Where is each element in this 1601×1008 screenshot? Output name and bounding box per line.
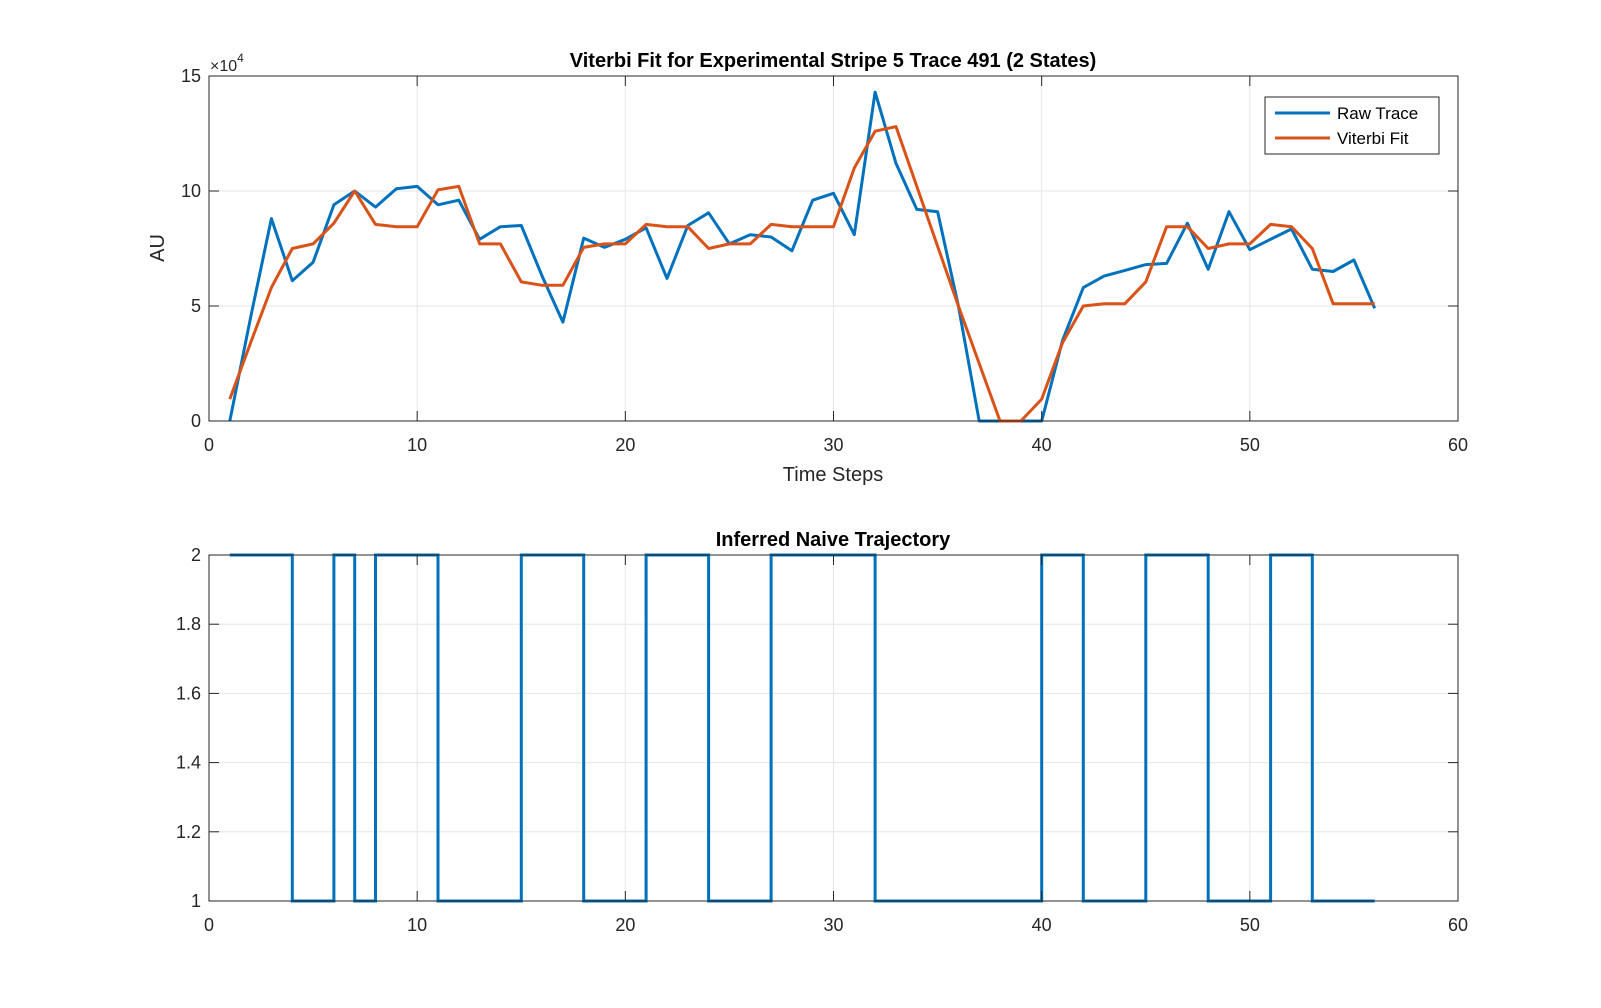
x-tick-label: 20 xyxy=(615,435,635,455)
viterbi-fit-line xyxy=(228,125,1375,423)
y-tick-label: 5 xyxy=(191,296,201,316)
y-tick-label: 10 xyxy=(181,181,201,201)
x-tick-label: 50 xyxy=(1240,435,1260,455)
bottom-ticks: 0 10 20 30 40 50 60 1 1.2 1.4 1.6 1.8 2 xyxy=(176,545,1468,935)
x-tick-label: 0 xyxy=(204,435,214,455)
trajectory-line xyxy=(229,553,1375,903)
x-tick-label: 40 xyxy=(1032,915,1052,935)
bottom-series-group xyxy=(229,553,1375,903)
top-x-axis-label: Time Steps xyxy=(783,464,883,486)
y-exponent-base: ×10 xyxy=(210,58,237,75)
legend: Raw Trace Viterbi Fit xyxy=(1264,96,1440,155)
y-tick-label: 1.4 xyxy=(176,753,201,773)
y-tick-label: 1.6 xyxy=(176,683,201,703)
top-ticks: 0 10 20 30 40 50 60 0 5 10 15 xyxy=(181,66,1468,455)
y-tick-label: 1.2 xyxy=(176,822,201,842)
bottom-subplot: 0 10 20 30 40 50 60 1 1.2 1.4 1.6 1.8 2 Inferred Nai… xyxy=(176,529,1468,935)
x-tick-label: 60 xyxy=(1448,915,1468,935)
x-tick-label: 50 xyxy=(1240,915,1260,935)
top-subplot: 0 10 20 30 40 50 60 0 5 10 15 Viterbi Fit for Expe… xyxy=(147,50,1468,486)
x-tick-label: 10 xyxy=(407,435,427,455)
top-y-axis-label: AU xyxy=(147,234,169,262)
x-tick-label: 20 xyxy=(615,915,635,935)
y-exponent-power: 4 xyxy=(237,51,244,65)
legend-label-raw-trace: Raw Trace xyxy=(1337,104,1418,123)
bottom-chart-title: Inferred Naive Trajectory xyxy=(716,529,951,551)
x-tick-label: 10 xyxy=(407,915,427,935)
top-grid xyxy=(209,76,1458,421)
legend-label-viterbi-fit: Viterbi Fit xyxy=(1337,129,1409,148)
x-tick-label: 30 xyxy=(823,915,843,935)
y-tick-label: 0 xyxy=(191,411,201,431)
y-tick-label: 2 xyxy=(191,545,201,565)
x-tick-label: 40 xyxy=(1032,435,1052,455)
x-tick-label: 60 xyxy=(1448,435,1468,455)
legend-box xyxy=(1264,96,1440,155)
top-series-group xyxy=(228,90,1377,423)
y-exponent-label: ×104 xyxy=(210,51,244,75)
y-tick-label: 1 xyxy=(191,891,201,911)
top-chart-title: Viterbi Fit for Experimental Stripe 5 Tr… xyxy=(570,50,1097,72)
y-tick-label: 15 xyxy=(181,66,201,86)
y-tick-label: 1.8 xyxy=(176,614,201,634)
bottom-grid xyxy=(209,555,1458,901)
x-tick-label: 30 xyxy=(823,435,843,455)
x-tick-label: 0 xyxy=(204,915,214,935)
